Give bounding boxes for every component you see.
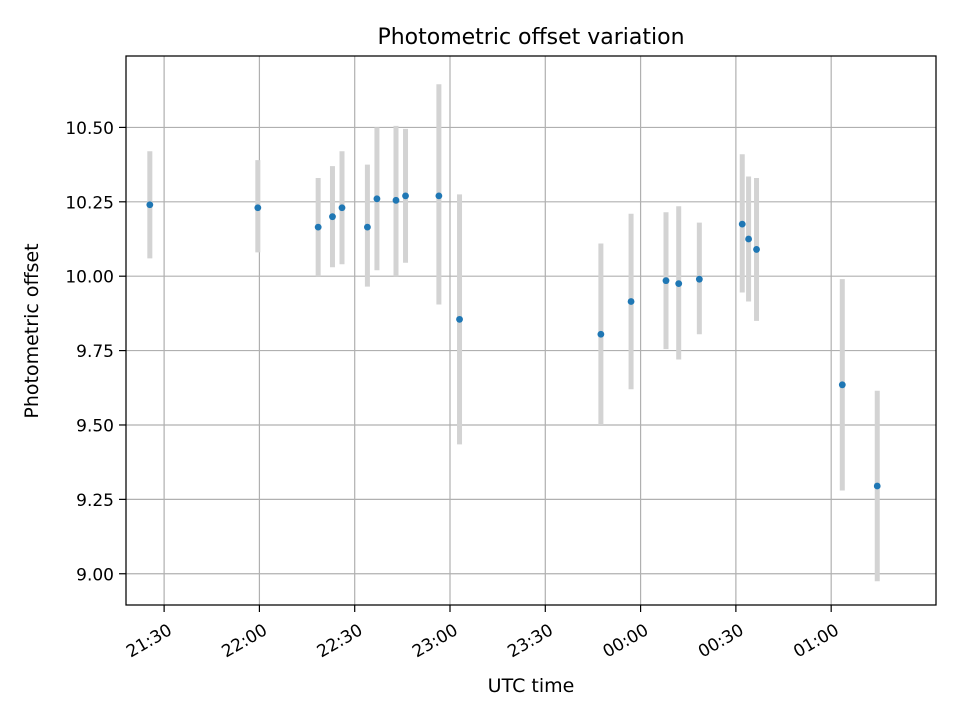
y-tick-label: 9.50: [76, 416, 114, 436]
data-point: [364, 223, 371, 231]
y-axis-label: Photometric offset: [21, 243, 43, 418]
data-point: [314, 223, 322, 231]
x-axis-label: UTC time: [488, 675, 575, 697]
grid-layer: [126, 56, 936, 605]
data-point: [435, 192, 443, 200]
data-point: [597, 330, 605, 338]
y-tick-label: 9.25: [76, 491, 114, 511]
y-axis-ticks: 9.00 9.25 9.50 9.75 10.00 10.25 10.50: [65, 119, 126, 585]
data-point: [738, 220, 746, 228]
chart-title: Photometric offset variation: [377, 25, 684, 50]
data-point: [254, 204, 262, 212]
data-point: [146, 201, 154, 209]
data-point: [675, 280, 683, 288]
y-tick-label: 10.25: [65, 193, 114, 213]
data-point: [745, 235, 752, 243]
point-layer: [146, 192, 881, 490]
plot-frame: [125, 55, 937, 606]
data-point: [753, 246, 760, 253]
data-point: [873, 482, 881, 490]
data-point: [392, 196, 400, 204]
data-point: [838, 381, 846, 389]
data-point: [338, 204, 346, 212]
y-tick-label: 9.75: [76, 342, 114, 362]
y-tick-label: 10.00: [65, 268, 114, 288]
data-point: [662, 277, 670, 285]
data-point: [402, 192, 409, 200]
y-tick-label: 10.50: [65, 119, 114, 139]
data-point: [627, 298, 635, 305]
y-tick-label: 9.00: [76, 565, 114, 585]
data-point: [456, 315, 463, 323]
data-point: [373, 195, 381, 203]
data-point: [329, 213, 336, 221]
data-point: [695, 275, 703, 283]
